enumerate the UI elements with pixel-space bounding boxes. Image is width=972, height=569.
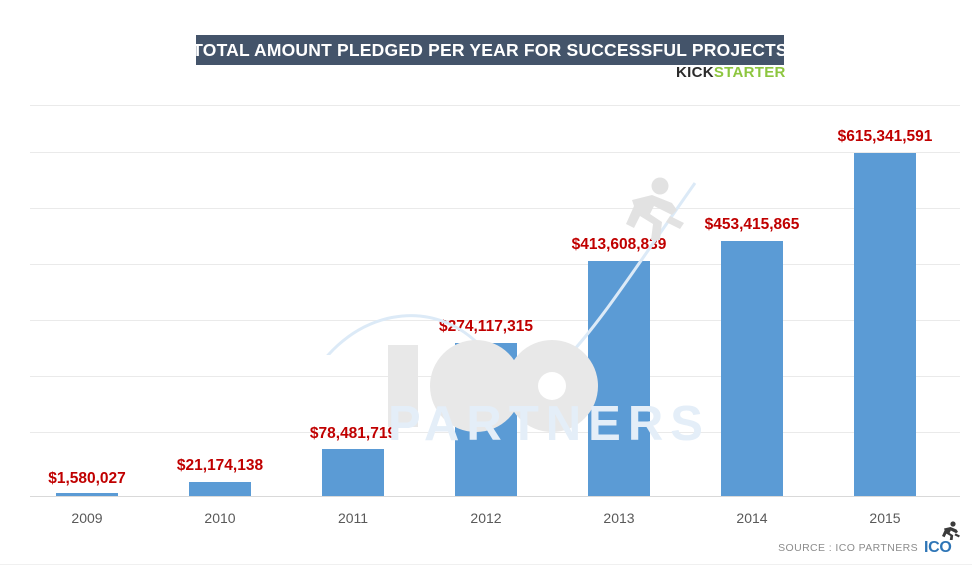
bar-label-2010: $21,174,138 xyxy=(176,457,264,474)
source-text: SOURCE : ICO PARTNERS xyxy=(778,542,918,554)
x-axis-label-2012: 2012 xyxy=(470,510,502,526)
x-axis-label-2009: 2009 xyxy=(71,510,103,526)
x-axis-label-2010: 2010 xyxy=(204,510,236,526)
partners-watermark: PARTNERS xyxy=(388,397,710,451)
bar-label-2014: $453,415,865 xyxy=(704,216,800,233)
page-title: TOTAL AMOUNT PLEDGED PER YEAR FOR SUCCES… xyxy=(192,39,788,60)
gridline xyxy=(30,105,960,106)
bar-2009[interactable] xyxy=(56,493,118,496)
bar-label-2009: $1,580,027 xyxy=(48,470,126,487)
ico-logo-text: ICO xyxy=(924,539,952,556)
bar-2011[interactable] xyxy=(322,449,384,496)
x-axis-label-2014: 2014 xyxy=(736,510,768,526)
bar-2015[interactable] xyxy=(854,153,916,496)
axis-baseline xyxy=(30,496,960,497)
ico-watermark-i xyxy=(388,345,418,427)
gridline xyxy=(30,264,960,265)
ico-logo: ICO xyxy=(924,521,962,557)
kickstarter-logo-starter: STARTER xyxy=(713,64,786,81)
chart-title-bar: TOTAL AMOUNT PLEDGED PER YEAR FOR SUCCES… xyxy=(192,35,788,65)
kickstarter-logo: KICKSTARTER xyxy=(676,64,786,81)
footer-divider xyxy=(0,564,972,565)
x-axis-label-2011: 2011 xyxy=(337,510,369,526)
bar-label-2015: $615,341,591 xyxy=(837,128,933,145)
running-figure-icon xyxy=(626,177,684,240)
bar-2010[interactable] xyxy=(189,482,251,496)
gridline xyxy=(30,208,960,209)
bar-2014[interactable] xyxy=(721,241,783,496)
ico-watermark-o-hole xyxy=(538,372,566,400)
kickstarter-logo-kick: KICK xyxy=(676,64,714,81)
running-figure-icon xyxy=(942,521,960,540)
footer: SOURCE : ICO PARTNERS ICO xyxy=(778,521,962,557)
x-axis-label-2015: 2015 xyxy=(869,510,901,526)
bar-label-2011: $78,481,719 xyxy=(309,425,397,442)
x-axis-label-2013: 2013 xyxy=(603,510,635,526)
bar-label-2012: $274,117,315 xyxy=(439,318,533,335)
gridline xyxy=(30,152,960,153)
ico-watermark xyxy=(388,340,598,432)
